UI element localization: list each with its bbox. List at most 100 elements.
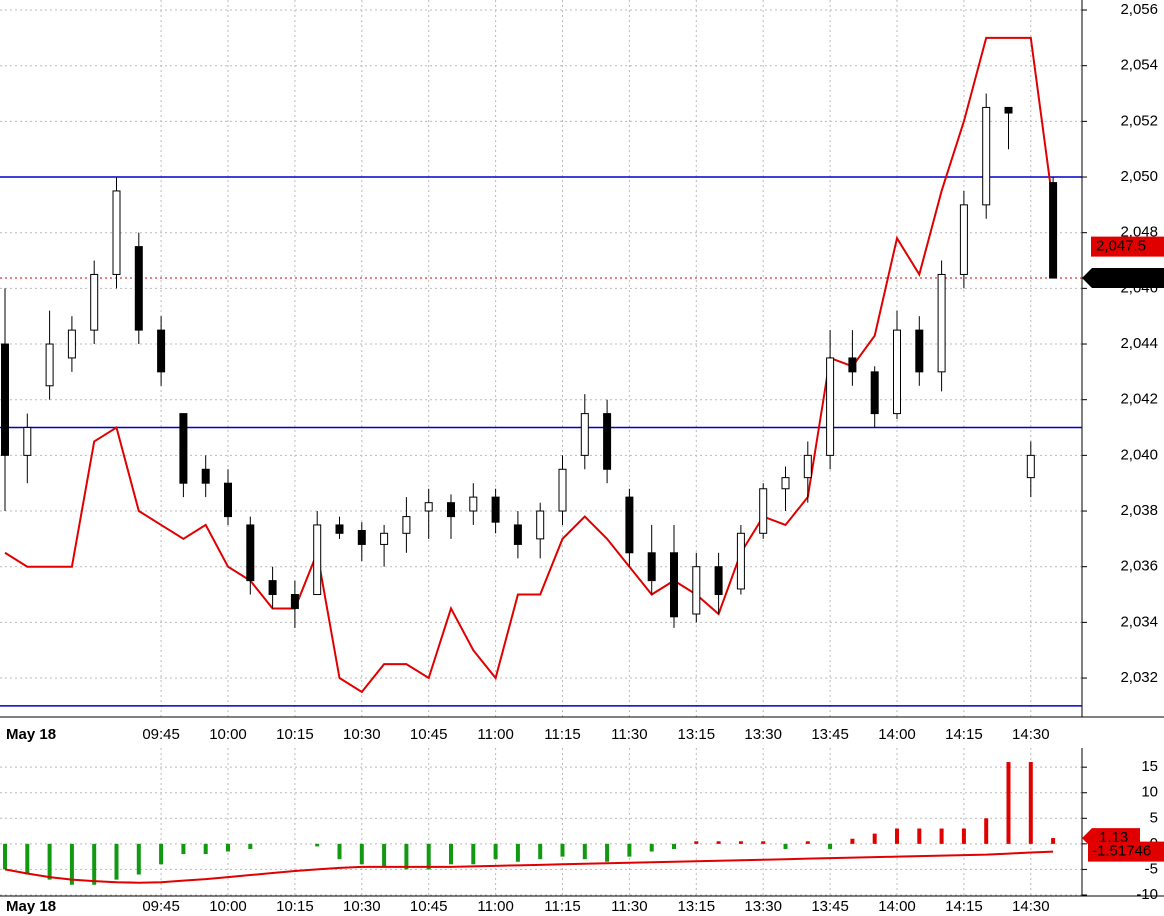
histogram-bar: [649, 843, 654, 852]
candle-body: [290, 594, 299, 609]
x-tick-label: 10:15: [276, 898, 314, 915]
histogram-bar: [672, 843, 676, 849]
y-tick-label: 2,032: [1120, 669, 1158, 686]
candle-body: [67, 329, 76, 359]
histogram-bar: [315, 843, 320, 847]
x-tick-label: May 18: [6, 726, 56, 743]
y-tick-label: 2,036: [1120, 558, 1158, 575]
y-tick-label: 2,056: [1120, 1, 1158, 18]
candle-body: [179, 413, 188, 484]
histogram-bar: [114, 843, 119, 880]
x-tick-label: 11:00: [477, 726, 513, 743]
candle-body: [826, 357, 835, 456]
candle-body: [157, 329, 166, 373]
candle-body: [580, 413, 589, 456]
candle-body: [134, 246, 143, 331]
x-tick-label: 11:15: [544, 898, 580, 915]
x-tick-label: 13:30: [744, 726, 782, 743]
candle-body: [90, 273, 99, 331]
x-tick-label: 10:30: [343, 726, 381, 743]
price-tag: [1091, 236, 1164, 257]
candle-body: [402, 516, 411, 534]
x-tick-label: 14:00: [878, 898, 916, 915]
histogram-bar: [47, 843, 52, 880]
histogram-bar: [828, 843, 833, 849]
candle-body: [224, 482, 232, 518]
histogram-bar: [850, 838, 855, 844]
histogram-bar: [3, 843, 7, 870]
x-tick-label: 13:15: [678, 726, 716, 743]
histogram-bar: [917, 828, 922, 844]
candle-body: [692, 566, 701, 615]
x-tick-label: 10:45: [410, 726, 448, 743]
candle-body: [959, 204, 968, 275]
x-tick-label: 10:15: [276, 726, 314, 743]
histogram-bar: [1051, 838, 1056, 844]
histogram-bar: [939, 828, 944, 844]
histogram-bar: [471, 843, 476, 865]
histogram-bar: [226, 843, 230, 852]
histogram-bar: [404, 843, 409, 870]
histogram-bar: [382, 843, 387, 867]
x-tick-label: 14:30: [1012, 726, 1050, 743]
histogram-bar: [136, 843, 141, 875]
x-tick-label: 11:30: [611, 898, 647, 915]
histogram-bar: [738, 841, 743, 844]
x-tick-label: 13:30: [744, 898, 782, 915]
y-tick-label: 2,050: [1120, 168, 1158, 185]
y-tick-label: 2,038: [1120, 502, 1158, 519]
last-price-label: 2,046.37: [1097, 269, 1155, 286]
histogram-bar: [783, 843, 788, 849]
candle-body: [937, 273, 946, 373]
candle-body: [1004, 106, 1013, 114]
candle-body: [23, 427, 32, 456]
candle-body: [647, 552, 656, 582]
y-tick-label: 10: [1141, 784, 1158, 801]
candle-body: [313, 524, 322, 596]
x-tick-label: 09:45: [142, 726, 180, 743]
histogram-bar: [716, 841, 721, 844]
histogram-bar: [203, 843, 208, 855]
x-tick-label: May 18: [6, 898, 56, 915]
x-tick-label: 10:30: [343, 898, 381, 915]
histogram-bar: [984, 818, 989, 844]
histogram-bar: [1028, 762, 1033, 844]
y-tick-label: 2,054: [1120, 57, 1158, 74]
candle-body: [1049, 182, 1058, 279]
histogram-bar: [515, 843, 520, 862]
x-tick-label: 14:15: [945, 898, 983, 915]
histogram-bar: [1006, 762, 1011, 844]
x-tick-label: 11:00: [477, 898, 513, 915]
candle-body: [45, 343, 54, 387]
candle-body: [380, 532, 389, 545]
x-tick-label: 10:00: [209, 726, 247, 743]
y-tick-label: 2,034: [1120, 613, 1158, 630]
candle-body: [201, 468, 210, 484]
x-tick-label: 09:45: [142, 898, 180, 915]
x-tick-label: 11:30: [611, 726, 647, 743]
candle-body: [803, 454, 812, 479]
candle-body: [536, 510, 545, 540]
histogram-bar: [805, 841, 810, 844]
line-last-value-label: -1.51746: [1092, 843, 1151, 860]
candle-body: [268, 580, 277, 596]
candle-body: [424, 502, 433, 512]
candle-body: [781, 477, 790, 490]
histogram-bar: [248, 843, 253, 849]
candle-body: [335, 524, 344, 534]
histogram-bar: [694, 841, 699, 844]
histogram-bar: [337, 843, 342, 860]
candle-body: [893, 329, 901, 415]
candle-body: [625, 496, 634, 554]
histogram-bar: [493, 843, 498, 860]
x-tick-label: 13:15: [678, 898, 716, 915]
candle-body: [1026, 454, 1035, 479]
histogram-bar: [92, 843, 97, 885]
value-tag: [1088, 841, 1164, 862]
histogram-bar: [605, 843, 610, 862]
x-tick-label: 13:45: [811, 726, 849, 743]
x-tick-label: 11:15: [544, 726, 580, 743]
candle-body: [469, 496, 478, 512]
histogram-bar: [961, 828, 966, 844]
